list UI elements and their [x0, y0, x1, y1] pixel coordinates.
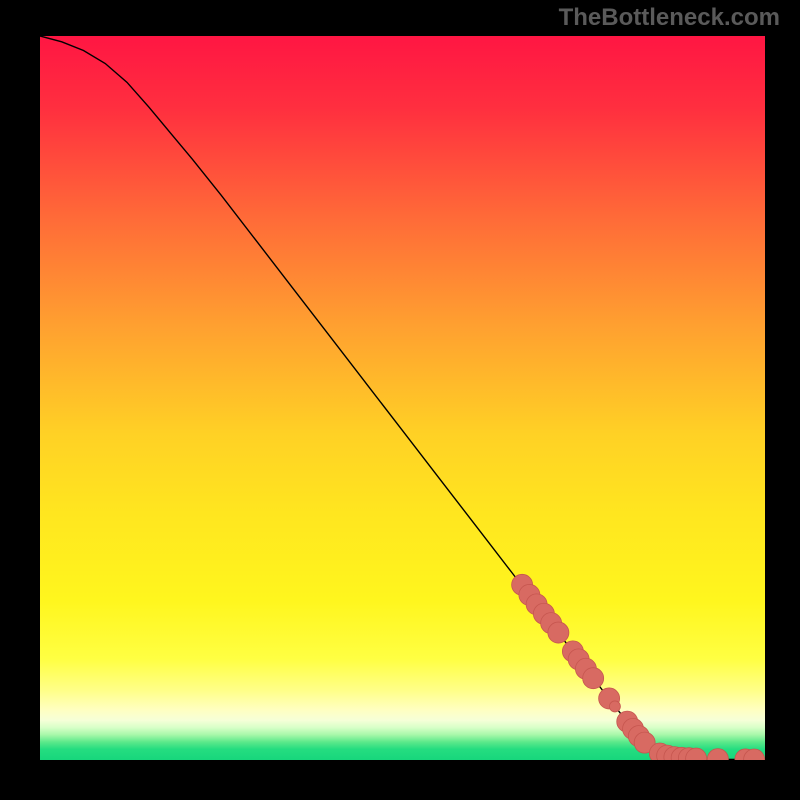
chart-stage: TheBottleneck.com: [0, 0, 800, 800]
gradient-background: [40, 36, 765, 760]
data-marker: [744, 749, 765, 770]
watermark-text: TheBottleneck.com: [559, 4, 780, 32]
data-marker: [707, 749, 728, 770]
data-marker: [686, 748, 707, 769]
data-marker: [609, 701, 620, 712]
data-marker: [583, 668, 604, 689]
bottleneck-chart: [0, 0, 800, 800]
data-marker: [548, 622, 569, 643]
